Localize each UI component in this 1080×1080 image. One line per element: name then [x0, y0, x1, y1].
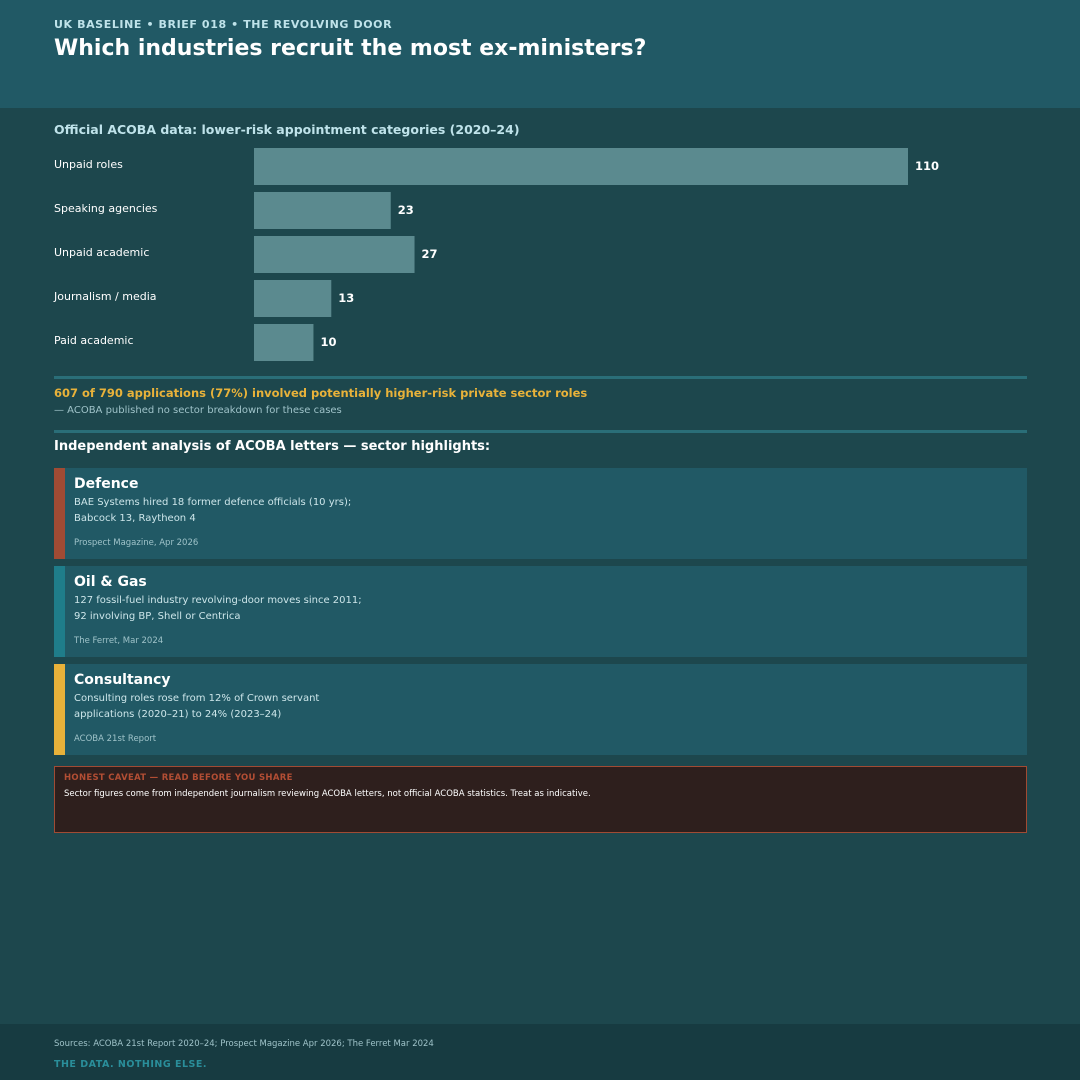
sector-card-oil-gas: Oil & Gas 127 fossil-fuel industry revol… — [54, 566, 1027, 657]
bar — [254, 192, 391, 229]
bar-value-label: 110 — [915, 159, 939, 173]
footer-tagline: THE DATA. NOTHING ELSE. — [54, 1059, 207, 1070]
sector-detail: BAE Systems hired 18 former defence offi… — [74, 497, 352, 508]
bar — [254, 236, 415, 273]
sector-source: The Ferret, Mar 2024 — [74, 636, 164, 646]
sector-detail: applications (2020–21) to 24% (2023–24) — [74, 709, 282, 720]
bar — [254, 324, 314, 361]
sector-name: Consultancy — [74, 672, 171, 688]
sector-accent-bar — [54, 566, 65, 657]
chart-title: Official ACOBA data: lower-risk appointm… — [54, 122, 520, 137]
sector-detail: Babcock 13, Raytheon 4 — [74, 513, 196, 524]
bar-value-label: 10 — [320, 335, 336, 349]
header: UK BASELINE • BRIEF 018 • THE REVOLVING … — [0, 0, 1080, 108]
sector-detail: Consulting roles rose from 12% of Crown … — [74, 693, 320, 704]
bar-chart: Unpaid roles 110 Speaking agencies 23 Unpaid… — [53, 148, 939, 361]
caveat-box: HONEST CAVEAT — READ BEFORE YOU SHARE Se… — [54, 766, 1027, 833]
summary-highlight: 607 of 790 applications (77%) involved p… — [54, 386, 588, 400]
summary-note: — ACOBA published no sector breakdown fo… — [54, 405, 342, 416]
sector-source: ACOBA 21st Report — [74, 734, 157, 744]
bar-category-label: Unpaid roles — [54, 158, 123, 171]
bar-value-label: 27 — [422, 247, 438, 261]
divider — [54, 376, 1027, 379]
sector-card-consultancy: Consultancy Consulting roles rose from 1… — [54, 664, 1027, 755]
page-title: Which industries recruit the most ex-min… — [54, 36, 647, 61]
section-title: Independent analysis of ACOBA letters — … — [54, 439, 491, 454]
bar-category-label: Journalism / media — [53, 290, 157, 303]
caveat-body: Sector figures come from independent jou… — [64, 789, 591, 799]
bar-category-label: Unpaid academic — [54, 246, 149, 259]
bar-category-label: Speaking agencies — [54, 202, 158, 215]
sector-name: Oil & Gas — [74, 574, 147, 590]
kicker: UK BASELINE • BRIEF 018 • THE REVOLVING … — [54, 18, 393, 31]
divider — [54, 430, 1027, 433]
sector-accent-bar — [54, 664, 65, 755]
caveat-title: HONEST CAVEAT — READ BEFORE YOU SHARE — [64, 773, 293, 783]
bar-value-label: 13 — [338, 291, 354, 305]
bar-value-label: 23 — [398, 203, 414, 217]
sector-name: Defence — [74, 476, 139, 492]
bar — [254, 280, 332, 317]
bar-category-label: Paid academic — [54, 334, 134, 347]
bar — [254, 148, 908, 185]
sector-detail: 92 involving BP, Shell or Centrica — [74, 611, 241, 622]
sector-detail: 127 fossil-fuel industry revolving-door … — [74, 595, 362, 606]
sector-card-defence: Defence BAE Systems hired 18 former defe… — [54, 468, 1027, 559]
footer: Sources: ACOBA 21st Report 2020–24; Pros… — [0, 1024, 1080, 1080]
sector-source: Prospect Magazine, Apr 2026 — [74, 538, 199, 548]
footer-sources: Sources: ACOBA 21st Report 2020–24; Pros… — [54, 1039, 434, 1049]
sector-accent-bar — [54, 468, 65, 559]
